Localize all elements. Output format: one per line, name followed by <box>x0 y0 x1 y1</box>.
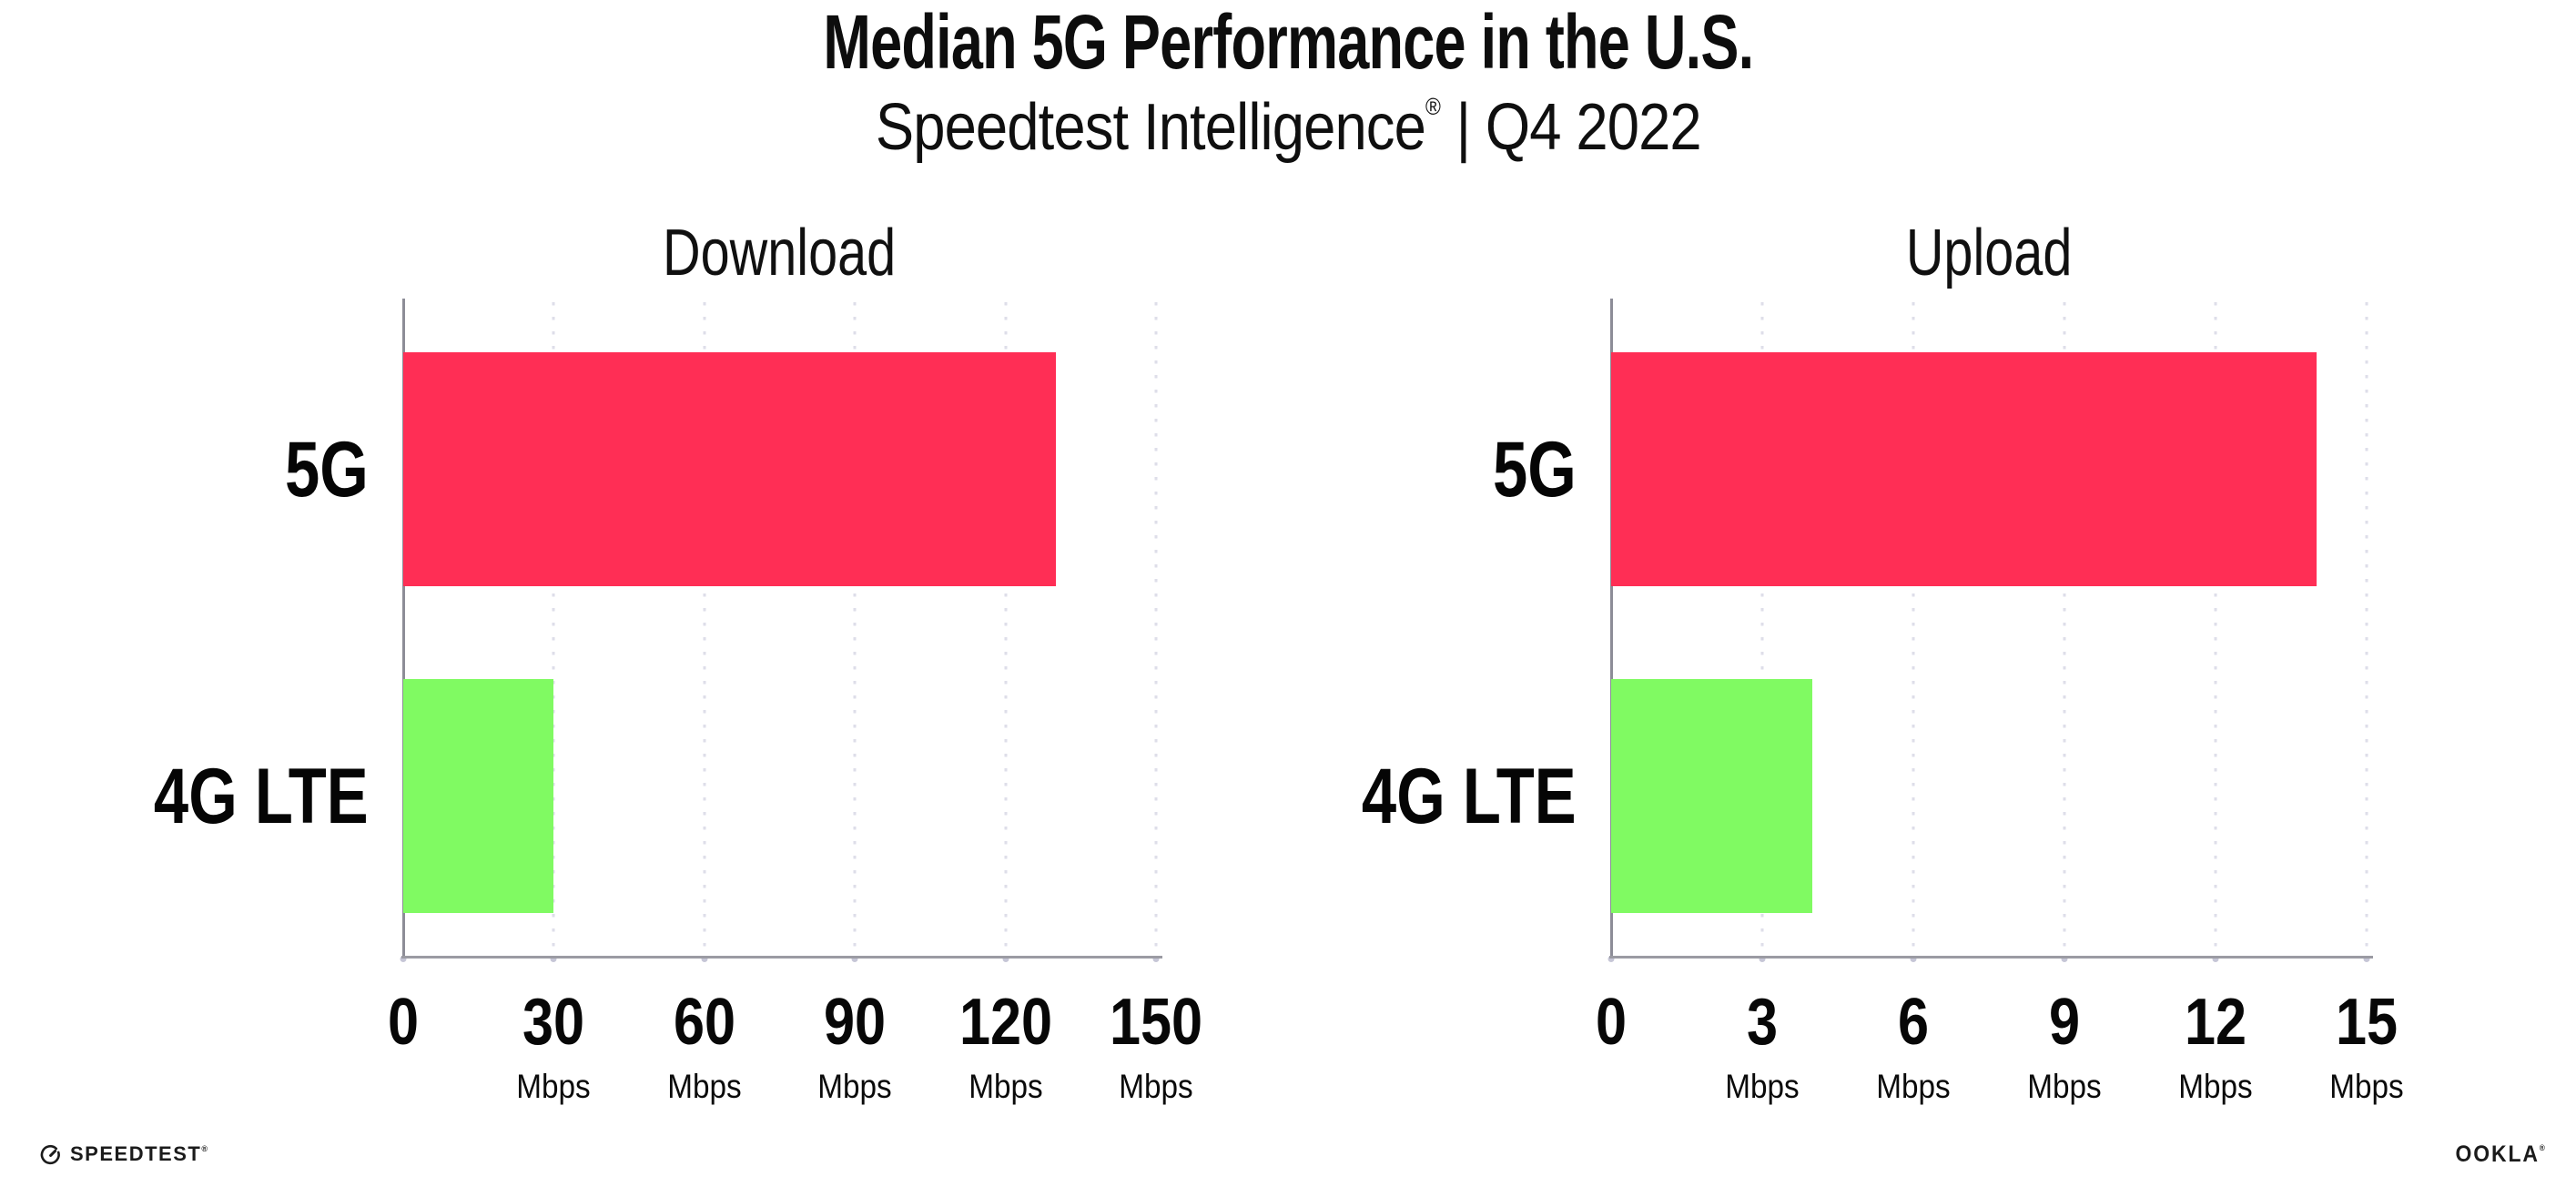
axis-tick-dot-15 <box>2363 956 2370 962</box>
gridline-12 <box>2214 302 2217 959</box>
plot-area-upload: 0 3 Mbps 6 Mbps 9 Mbps 12 Mbps 15 Mbps 5G 4G LTE <box>1362 299 2404 1103</box>
x-tick-value: 120 <box>958 986 1052 1059</box>
axis-tick-dot-12 <box>2212 956 2219 962</box>
x-tick-value: 30 <box>522 986 585 1059</box>
axis-tick-dot-9 <box>2061 956 2068 962</box>
x-tick-unit: Mbps <box>1876 1068 1951 1105</box>
x-tick-unit: Mbps <box>817 1068 892 1105</box>
gridline-9 <box>2063 302 2066 959</box>
y-axis-line <box>1610 299 1613 959</box>
speedtest-registered-icon: ® <box>201 1144 209 1153</box>
x-tick-label-15: 15 Mbps <box>2326 989 2408 1103</box>
bar-5g <box>403 352 1056 586</box>
x-tick-unit <box>387 1070 420 1103</box>
gridline-120 <box>1004 302 1008 959</box>
gridline-15 <box>2365 302 2368 959</box>
x-tick-unit: Mbps <box>667 1068 742 1105</box>
x-tick-unit: Mbps <box>1119 1068 1193 1105</box>
page-title: Median 5G Performance in the U.S. <box>0 4 2576 80</box>
speedtest-wordmark: SPEEDTEST <box>70 1142 202 1165</box>
axis-tick-dot-6 <box>1910 956 1917 962</box>
x-tick-label-30: 30 Mbps <box>512 989 594 1103</box>
page-subtitle: Speedtest Intelligence® | Q4 2022 <box>0 95 2576 160</box>
x-tick-value: 9 <box>2048 986 2081 1059</box>
x-tick-unit: Mbps <box>2329 1068 2404 1105</box>
axis-tick-dot-0 <box>400 956 407 962</box>
x-tick-label-3: 3 Mbps <box>1721 989 1803 1103</box>
x-tick-value: 12 <box>2184 986 2247 1059</box>
category-label-5g: 5G <box>285 425 369 513</box>
gridline-90 <box>853 302 857 959</box>
x-tick-label-120: 120 Mbps <box>951 989 1060 1103</box>
axis-tick-dot-120 <box>1002 956 1009 962</box>
subtitle-period: | Q4 2022 <box>1440 91 1701 164</box>
ookla-wordmark: OOKLA <box>2455 1141 2540 1167</box>
y-axis-line <box>402 299 405 959</box>
category-label-5g: 5G <box>1493 425 1577 513</box>
axis-tick-dot-30 <box>550 956 557 962</box>
x-tick-unit: Mbps <box>516 1068 592 1105</box>
x-tick-label-12: 12 Mbps <box>2175 989 2257 1103</box>
x-tick-value: 15 <box>2335 986 2399 1059</box>
page-title-text: Median 5G Performance in the U.S. <box>822 0 1754 85</box>
subtitle-brand: Speedtest Intelligence <box>875 91 1426 164</box>
x-tick-unit <box>1595 1070 1628 1103</box>
bar-4g-lte <box>1611 679 1813 913</box>
x-tick-value: 0 <box>1595 986 1628 1059</box>
ookla-registered-icon: ® <box>2539 1143 2545 1152</box>
x-tick-unit: Mbps <box>2027 1068 2102 1105</box>
axis-tick-dot-0 <box>1607 956 1615 962</box>
x-tick-label-150: 150 Mbps <box>1101 989 1211 1103</box>
x-tick-value: 90 <box>824 986 887 1059</box>
x-tick-unit: Mbps <box>1725 1068 1800 1105</box>
x-tick-label-9: 9 Mbps <box>2023 989 2105 1103</box>
x-tick-label-0: 0 <box>1593 989 1629 1103</box>
speedtest-gauge-icon <box>40 1144 60 1165</box>
gridline-3 <box>1760 302 1764 959</box>
axis-tick-dot-150 <box>1152 956 1160 962</box>
x-tick-label-90: 90 Mbps <box>814 989 896 1103</box>
x-tick-label-0: 0 <box>385 989 421 1103</box>
x-axis-line <box>401 956 1162 959</box>
axis-tick-dot-60 <box>701 956 708 962</box>
category-label-4g-lte: 4G LTE <box>1362 752 1577 840</box>
registered-mark-icon: ® <box>1425 93 1441 120</box>
chart-title-download: Download <box>663 217 897 289</box>
x-axis-line <box>1609 956 2373 959</box>
plot-area-download: 0 30 Mbps 60 Mbps 90 Mbps 120 Mbps 150 Mbps 5G 4G LT… <box>154 299 1202 1103</box>
x-tick-value: 0 <box>387 986 420 1059</box>
speedtest-logo: SPEEDTEST® <box>40 1141 208 1167</box>
axis-tick-dot-90 <box>851 956 858 962</box>
x-tick-unit: Mbps <box>2178 1068 2253 1105</box>
chart-title-upload: Upload <box>1905 217 2073 289</box>
x-tick-unit: Mbps <box>968 1068 1043 1105</box>
bar-4g-lte <box>403 679 554 913</box>
x-tick-value: 150 <box>1109 986 1203 1059</box>
gridline-30 <box>552 302 555 959</box>
bar-5g <box>1611 352 2317 586</box>
gridline-6 <box>1912 302 1915 959</box>
ookla-logo: OOKLA® <box>2448 1143 2545 1166</box>
gridline-150 <box>1154 302 1158 959</box>
axis-tick-dot-3 <box>1759 956 1766 962</box>
x-tick-value: 6 <box>1897 986 1930 1059</box>
x-tick-value: 60 <box>673 986 735 1059</box>
x-tick-label-6: 6 Mbps <box>1872 989 1954 1103</box>
x-tick-value: 3 <box>1746 986 1779 1059</box>
x-tick-label-60: 60 Mbps <box>664 989 745 1103</box>
category-label-4g-lte: 4G LTE <box>154 752 369 840</box>
gridline-60 <box>703 302 706 959</box>
